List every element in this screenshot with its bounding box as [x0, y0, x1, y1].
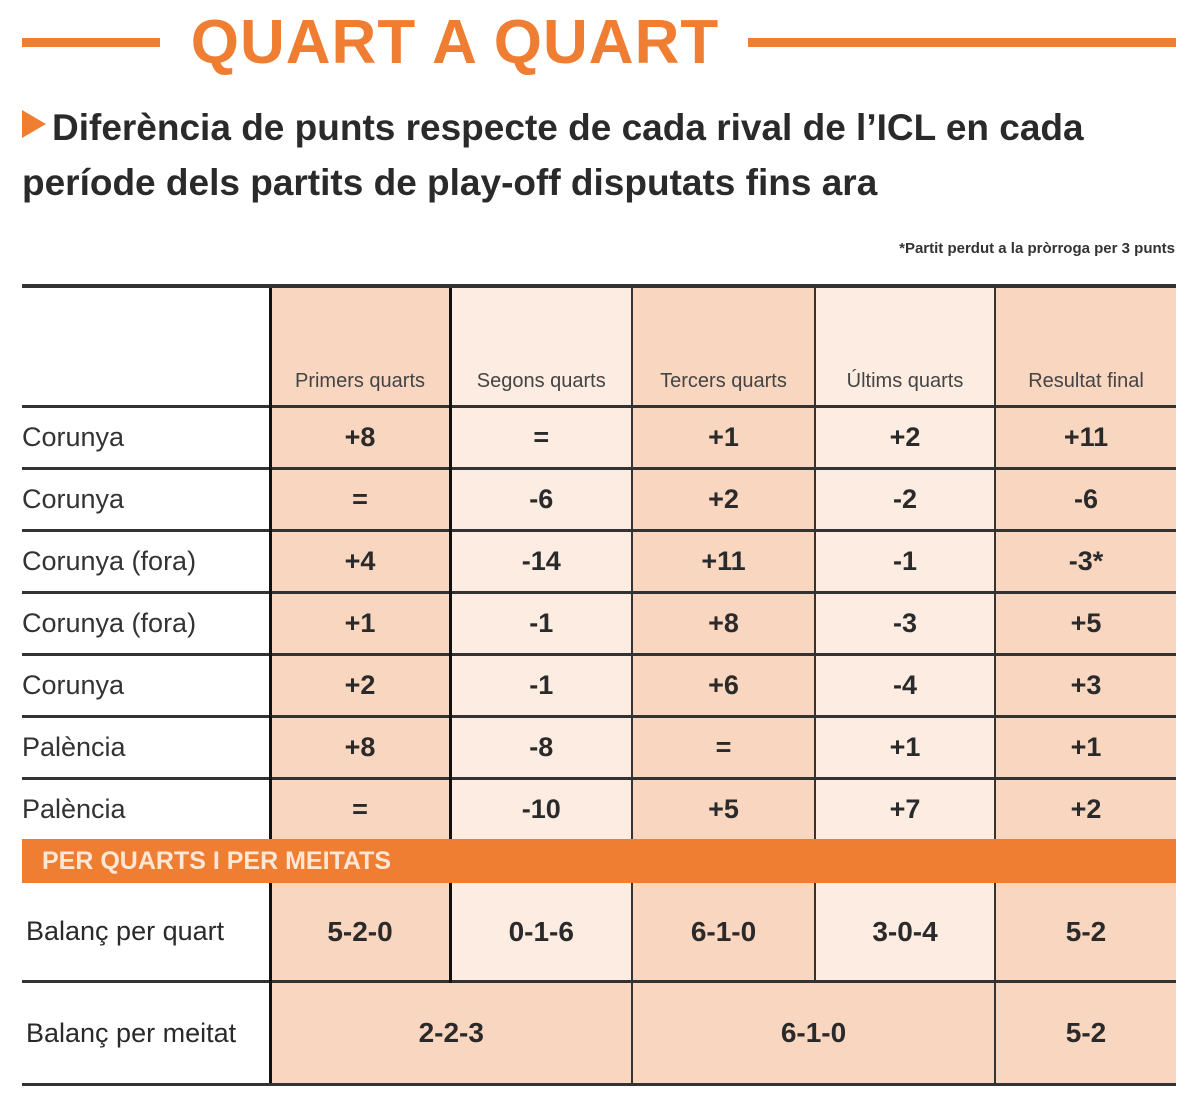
point-diff-cell: -8: [448, 715, 632, 779]
main-title: QUART A QUART: [190, 8, 720, 77]
table-row: Palència +8 -8 = +1 +1: [22, 715, 1176, 779]
quarter-table: Primers quarts Segons quarts Tercers qua…: [22, 284, 1176, 1086]
header-row: Primers quarts Segons quarts Tercers qua…: [22, 284, 1176, 407]
balance-cell: 6-1-0: [631, 980, 995, 1086]
column-header: Primers quarts: [268, 284, 450, 407]
point-diff-cell: =: [448, 405, 632, 469]
point-diff-cell: =: [268, 777, 450, 839]
point-diff-cell: +5: [631, 777, 815, 839]
balance-cell: 3-0-4: [814, 883, 995, 982]
point-diff-cell: +4: [268, 529, 450, 593]
balance-cell: 2-2-3: [268, 980, 632, 1086]
title-rule-left: [22, 38, 160, 47]
point-diff-cell: +2: [268, 653, 450, 717]
point-diff-cell: -6: [448, 467, 632, 531]
column-header: Segons quarts: [448, 284, 632, 407]
point-diff-cell: +5: [994, 591, 1176, 655]
point-diff-cell: -4: [814, 653, 995, 717]
point-diff-cell: +8: [631, 591, 815, 655]
point-diff-cell: +11: [631, 529, 815, 593]
rival-name: Corunya: [22, 467, 270, 531]
rival-name: Corunya: [22, 653, 270, 717]
rival-name: Palència: [22, 715, 270, 779]
table-row: Corunya (fora) +1 -1 +8 -3 +5: [22, 591, 1176, 655]
balance-label: Balanç per quart: [26, 916, 225, 946]
rival-name: Corunya (fora): [22, 529, 270, 593]
point-diff-cell: -14: [448, 529, 632, 593]
point-diff-cell: +2: [814, 405, 995, 469]
balance-cell: 5-2-0: [268, 883, 450, 982]
point-diff-cell: +2: [994, 777, 1176, 839]
triangle-bullet-icon: [22, 110, 46, 138]
point-diff-cell: -3: [814, 591, 995, 655]
point-diff-cell: +8: [268, 405, 450, 469]
rival-name: Palència: [22, 777, 270, 839]
table-row: Corunya (fora) +4 -14 +11 -1 -3*: [22, 529, 1176, 593]
point-diff-cell: +1: [631, 405, 815, 469]
point-diff-cell: -6: [994, 467, 1176, 531]
section-header: PER QUARTS I PER MEITATS: [22, 839, 1176, 883]
subtitle: Diferència de punts respecte de cada riv…: [22, 100, 1192, 210]
balance-half-row: Balanç per meitat 2-2-3 6-1-0 5-2: [22, 980, 1176, 1086]
point-diff-cell: +3: [994, 653, 1176, 717]
point-diff-cell: +11: [994, 405, 1176, 469]
rival-name: Corunya: [22, 405, 270, 469]
balance-quarter-row: Balanç per quart 5-2-0 0-1-6 6-1-0 3-0-4 5-2: [22, 883, 1176, 982]
point-diff-cell: -1: [448, 591, 632, 655]
point-diff-cell: +6: [631, 653, 815, 717]
point-diff-cell: -2: [814, 467, 995, 531]
column-header: Tercers quarts: [631, 284, 815, 407]
table-row: Corunya +8 = +1 +2 +11: [22, 405, 1176, 469]
point-diff-cell: +8: [268, 715, 450, 779]
balance-cell: 0-1-6: [448, 883, 632, 982]
section-title: PER QUARTS I PER MEITATS: [22, 839, 1176, 883]
point-diff-cell: -10: [448, 777, 632, 839]
point-diff-cell: +2: [631, 467, 815, 531]
balance-label: Balanç per meitat: [22, 980, 270, 1086]
point-diff-cell: -1: [448, 653, 632, 717]
point-diff-cell: =: [631, 715, 815, 779]
rival-name: Corunya (fora): [22, 591, 270, 655]
footnote: *Partit perdut a la pròrroga per 3 punts: [899, 240, 1175, 257]
table-row: Corunya = -6 +2 -2 -6: [22, 467, 1176, 531]
balance-cell: 5-2: [994, 883, 1176, 982]
table-row: Palència = -10 +5 +7 +2: [22, 777, 1176, 839]
column-header: Resultat final: [994, 284, 1176, 407]
point-diff-cell: =: [268, 467, 450, 531]
subtitle-text: Diferència de punts respecte de cada riv…: [22, 107, 1084, 203]
point-diff-cell: -1: [814, 529, 995, 593]
point-diff-cell: +1: [814, 715, 995, 779]
point-diff-cell: +1: [268, 591, 450, 655]
balance-cell: 5-2: [994, 980, 1176, 1086]
balance-cell: 6-1-0: [631, 883, 815, 982]
table-row: Corunya +2 -1 +6 -4 +3: [22, 653, 1176, 717]
point-diff-cell: +1: [994, 715, 1176, 779]
point-diff-cell: +7: [814, 777, 995, 839]
point-diff-cell: -3*: [994, 529, 1176, 593]
column-header: Últims quarts: [814, 284, 995, 407]
header-empty: [22, 284, 270, 407]
title-rule-right: [748, 38, 1176, 47]
